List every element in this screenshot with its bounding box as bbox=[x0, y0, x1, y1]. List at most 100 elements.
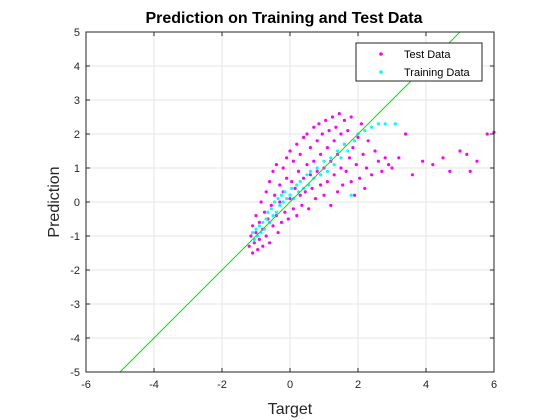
y-tick-label: 1 bbox=[74, 163, 80, 175]
training-data-point bbox=[353, 139, 356, 142]
training-data-point bbox=[277, 197, 280, 200]
test-data-point bbox=[365, 166, 368, 169]
y-tick-label: -3 bbox=[70, 299, 80, 311]
training-data-point bbox=[316, 166, 319, 169]
test-data-point bbox=[309, 173, 312, 176]
test-data-point bbox=[314, 197, 317, 200]
test-data-point bbox=[370, 173, 373, 176]
test-data-point bbox=[339, 166, 342, 169]
test-data-point bbox=[311, 187, 314, 190]
test-data-point bbox=[397, 156, 400, 159]
test-data-point bbox=[387, 163, 390, 166]
training-data-point bbox=[290, 187, 293, 190]
training-data-point bbox=[251, 231, 254, 234]
test-data-point bbox=[302, 136, 305, 139]
training-data-point bbox=[280, 194, 283, 197]
training-data-point bbox=[278, 204, 281, 207]
training-data-point bbox=[336, 149, 339, 152]
test-data-point bbox=[367, 139, 370, 142]
test-data-point bbox=[265, 190, 268, 193]
test-data-point bbox=[358, 177, 361, 180]
test-data-point bbox=[292, 160, 295, 163]
x-tick-label: 4 bbox=[423, 379, 429, 391]
test-data-point bbox=[265, 234, 268, 237]
test-data-point bbox=[299, 194, 302, 197]
test-data-point bbox=[356, 136, 359, 139]
training-data-point bbox=[265, 217, 268, 220]
test-data-point bbox=[294, 187, 297, 190]
test-data-point bbox=[341, 183, 344, 186]
x-tick-label: -6 bbox=[81, 379, 91, 391]
training-data-point bbox=[319, 173, 322, 176]
test-data-point bbox=[258, 238, 261, 241]
test-data-point bbox=[380, 170, 383, 173]
test-data-point bbox=[268, 180, 271, 183]
legend-marker-test bbox=[379, 52, 383, 56]
training-data-point bbox=[384, 122, 387, 125]
test-data-point bbox=[384, 156, 387, 159]
y-tick-label: -1 bbox=[70, 231, 80, 243]
test-data-point bbox=[268, 241, 271, 244]
test-data-point bbox=[465, 153, 468, 156]
test-data-point bbox=[280, 221, 283, 224]
test-data-point bbox=[285, 156, 288, 159]
test-data-point bbox=[345, 170, 348, 173]
test-data-point bbox=[275, 163, 278, 166]
x-tick-label: -4 bbox=[149, 379, 159, 391]
test-data-point bbox=[319, 153, 322, 156]
test-data-point bbox=[273, 194, 276, 197]
test-data-point bbox=[321, 132, 324, 135]
training-data-point bbox=[305, 173, 308, 176]
training-data-point bbox=[295, 183, 298, 186]
training-data-point bbox=[261, 221, 264, 224]
test-data-point bbox=[248, 245, 251, 248]
test-data-point bbox=[300, 204, 303, 207]
training-data-point bbox=[271, 214, 274, 217]
test-data-point bbox=[258, 221, 261, 224]
training-data-point bbox=[350, 194, 353, 197]
test-data-point bbox=[304, 190, 307, 193]
test-data-point bbox=[288, 149, 291, 152]
test-data-point bbox=[355, 163, 358, 166]
test-data-point bbox=[278, 200, 281, 203]
training-data-point bbox=[329, 156, 332, 159]
test-data-point bbox=[486, 132, 489, 135]
test-data-point bbox=[377, 160, 380, 163]
test-data-point bbox=[333, 139, 336, 142]
test-data-point bbox=[263, 211, 266, 214]
test-data-point bbox=[326, 180, 329, 183]
x-tick-label: 2 bbox=[355, 379, 361, 391]
training-data-point bbox=[363, 129, 366, 132]
test-data-point bbox=[319, 183, 322, 186]
training-data-point bbox=[254, 228, 257, 231]
test-data-point bbox=[316, 170, 319, 173]
training-data-point bbox=[370, 126, 373, 129]
test-data-point bbox=[334, 126, 337, 129]
test-data-point bbox=[360, 122, 363, 125]
y-axis-label: Prediction bbox=[46, 166, 63, 237]
test-data-point bbox=[297, 170, 300, 173]
test-data-point bbox=[339, 132, 342, 135]
training-data-point bbox=[275, 211, 278, 214]
test-data-point bbox=[346, 129, 349, 132]
test-data-point bbox=[343, 119, 346, 122]
test-data-point bbox=[336, 190, 339, 193]
training-data-point bbox=[282, 200, 285, 203]
test-data-point bbox=[331, 115, 334, 118]
training-data-point bbox=[333, 163, 336, 166]
test-data-point bbox=[309, 146, 312, 149]
test-data-point bbox=[288, 197, 291, 200]
legend-marker-training bbox=[379, 70, 383, 74]
test-data-point bbox=[305, 163, 308, 166]
test-data-point bbox=[282, 166, 285, 169]
test-data-point bbox=[271, 224, 274, 227]
test-data-point bbox=[254, 231, 257, 234]
training-data-point bbox=[266, 211, 269, 214]
test-data-point bbox=[322, 194, 325, 197]
test-data-point bbox=[290, 180, 293, 183]
test-data-point bbox=[299, 153, 302, 156]
test-data-point bbox=[390, 166, 393, 169]
y-tick-label: 2 bbox=[74, 129, 80, 141]
training-data-point bbox=[343, 143, 346, 146]
